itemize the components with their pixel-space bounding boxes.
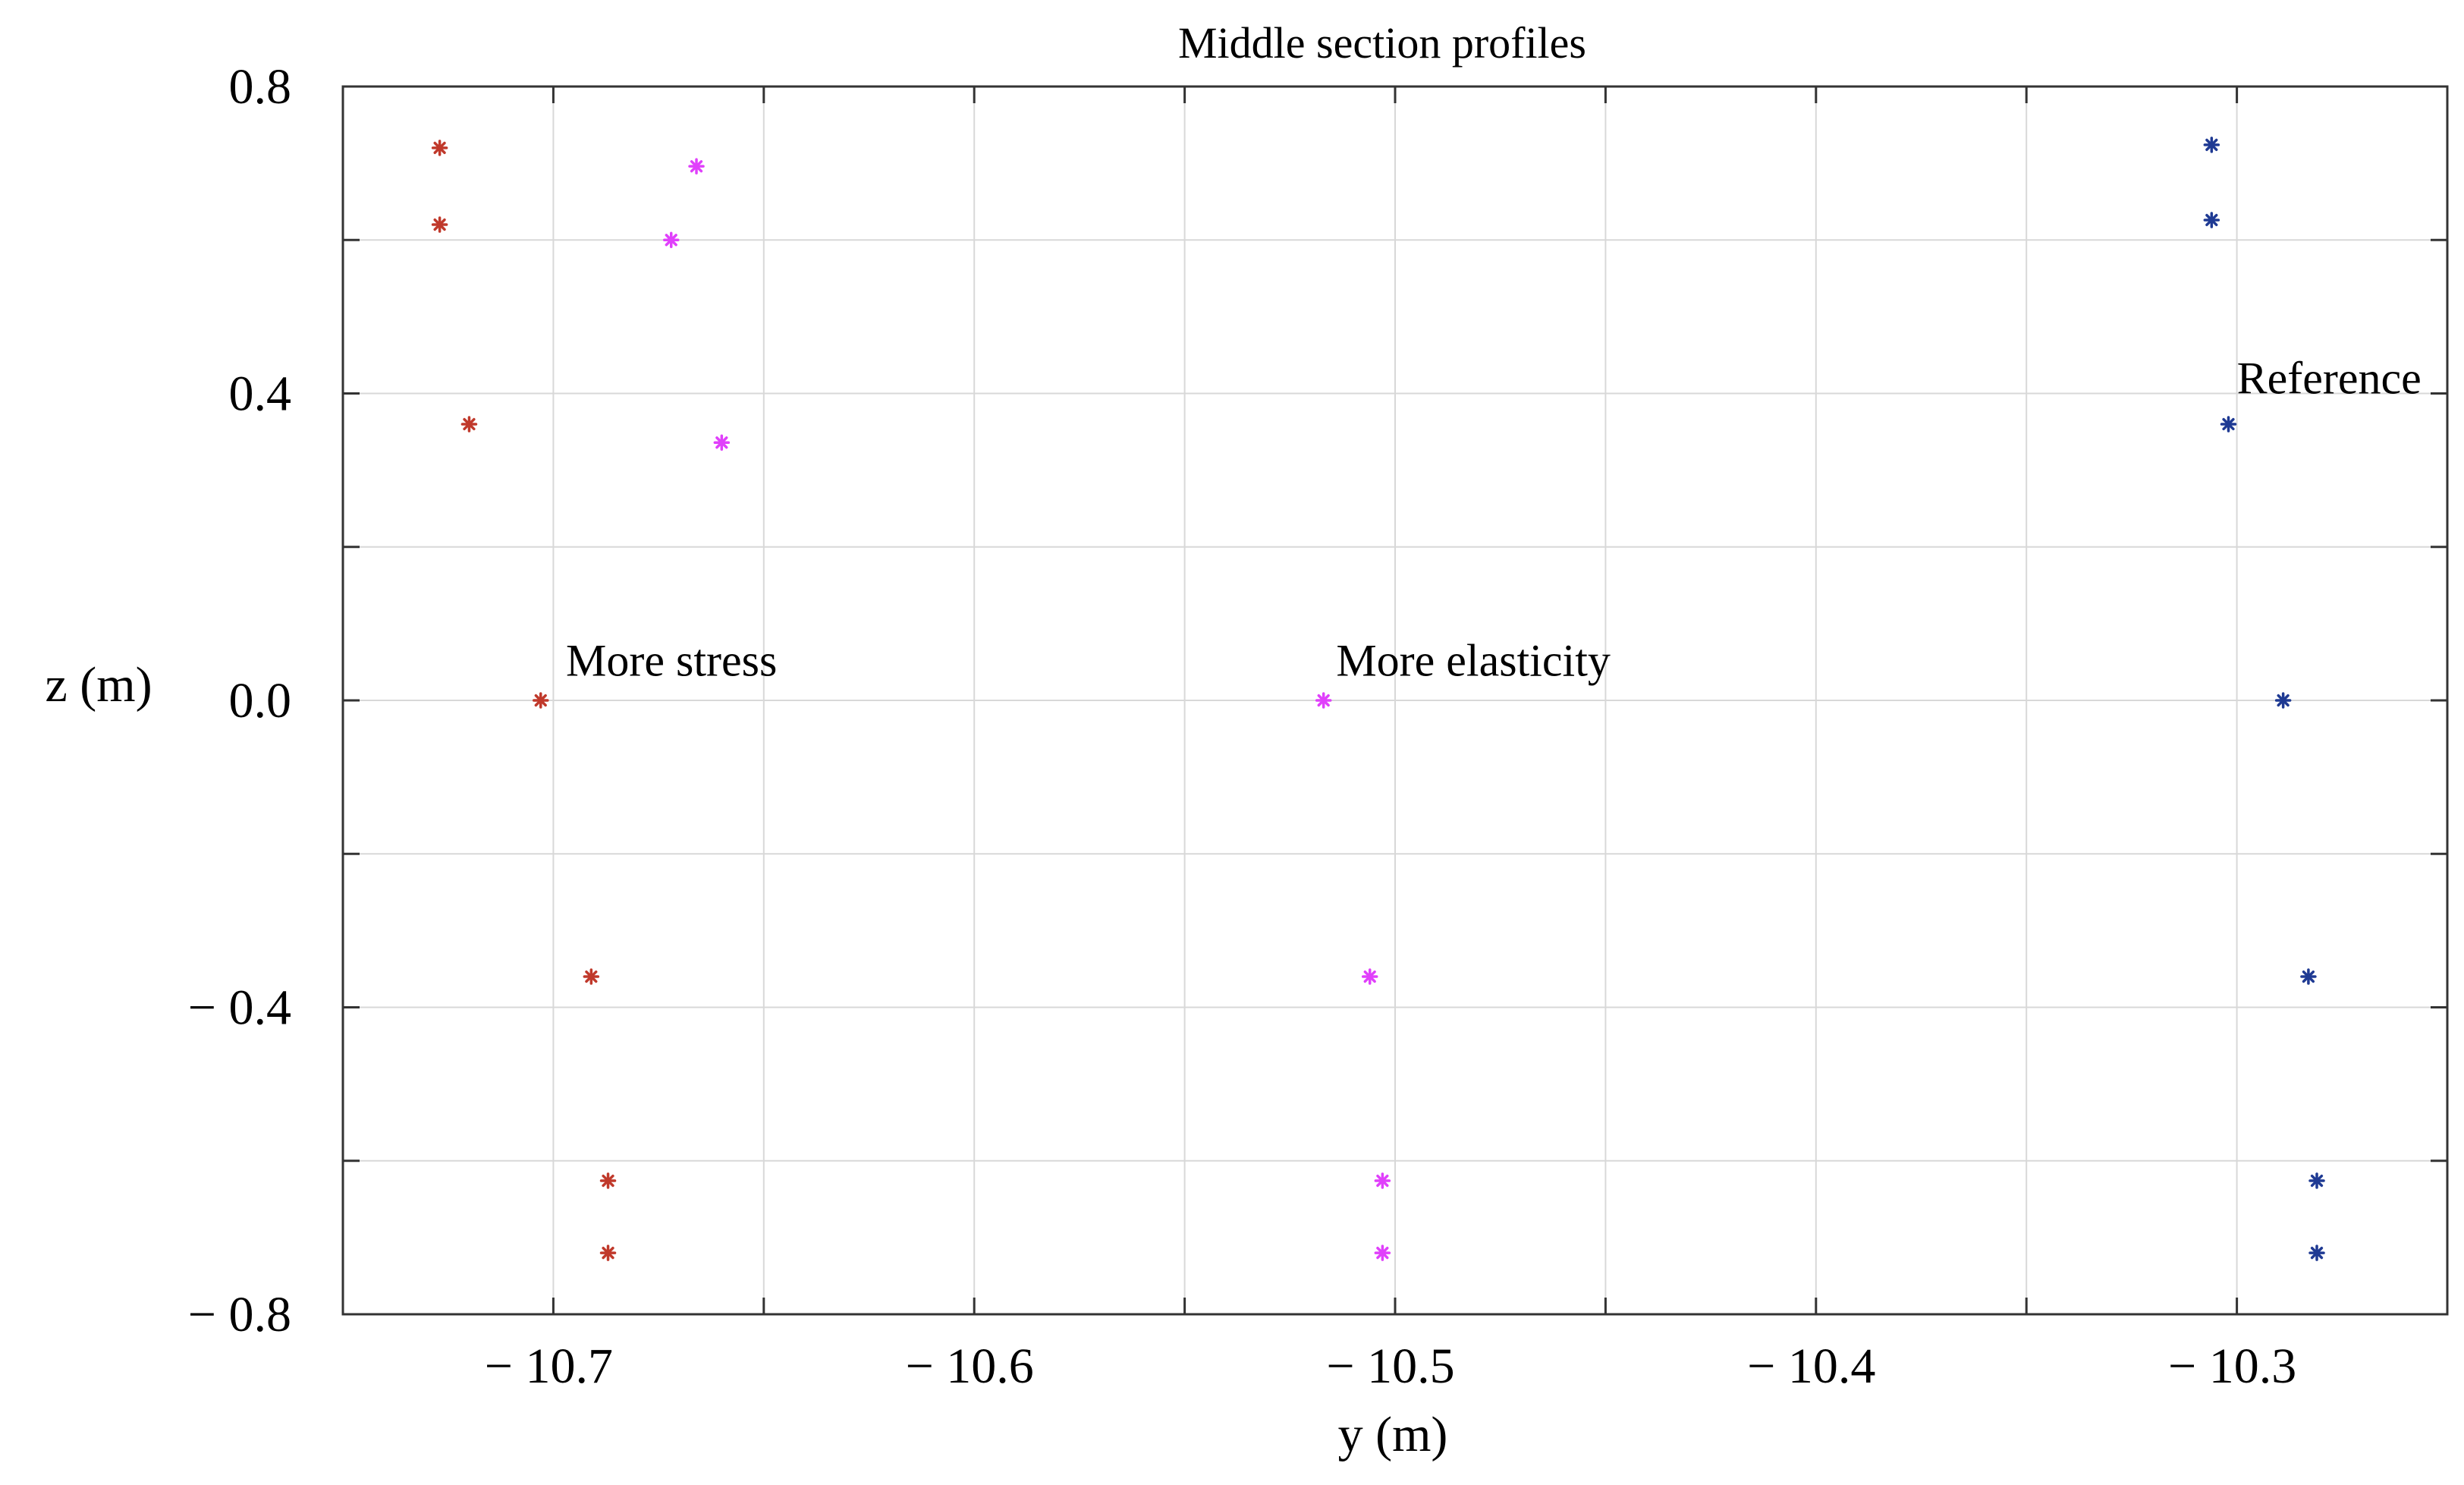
annotation-label: Reference (2237, 354, 2422, 404)
data-point-more-stress (431, 216, 448, 233)
data-point-reference (2300, 968, 2317, 985)
annotation-label: More stress (566, 636, 777, 686)
grid (343, 86, 2447, 1315)
axis-ticks (343, 85, 2447, 1316)
data-points (431, 137, 2325, 1261)
data-point-more-stress (460, 416, 478, 433)
x-tick-label: − 10.3 (2168, 1339, 2296, 1394)
y-tick-label: − 0.4 (188, 980, 291, 1036)
x-tick-label: − 10.6 (906, 1339, 1034, 1394)
data-point-more-stress (583, 968, 600, 985)
y-tick-label: 0.4 (229, 367, 292, 422)
x-tick-label: − 10.5 (1326, 1339, 1454, 1394)
data-point-more-elasticity (1374, 1172, 1391, 1189)
annotation-label: More elasticity (1336, 636, 1611, 686)
y-tick-label: 0.8 (229, 59, 292, 115)
y-tick-label: − 0.8 (188, 1287, 291, 1342)
data-point-more-stress (599, 1172, 617, 1189)
data-point-more-elasticity (1315, 692, 1332, 709)
x-axis-label: y (m) (1338, 1407, 1448, 1462)
data-point-more-elasticity (1374, 1244, 1391, 1261)
data-point-reference (2308, 1244, 2325, 1261)
x-tick-label: − 10.4 (1747, 1339, 1875, 1394)
data-point-reference (2308, 1172, 2325, 1189)
data-point-reference (2203, 212, 2220, 228)
data-point-reference (2220, 416, 2237, 433)
data-point-more-elasticity (688, 158, 705, 175)
data-point-reference (2274, 692, 2292, 709)
chart-title: Middle section profiles (1178, 18, 1586, 68)
data-point-more-stress (533, 692, 549, 709)
data-point-more-stress (599, 1244, 617, 1261)
data-point-more-elasticity (662, 231, 680, 248)
y-axis-label: z (m) (45, 657, 152, 713)
y-tick-label: 0.0 (229, 673, 292, 728)
data-point-more-stress (431, 140, 448, 156)
data-point-reference (2203, 137, 2220, 153)
data-point-more-elasticity (1361, 968, 1378, 985)
text-labels: − 10.7 − 10.6 − 10.5 − 10.4 − 10.3 0.8 0.4 0.0 −… (188, 59, 2422, 1394)
x-tick-label: − 10.7 (485, 1339, 613, 1394)
data-point-more-elasticity (713, 434, 731, 451)
